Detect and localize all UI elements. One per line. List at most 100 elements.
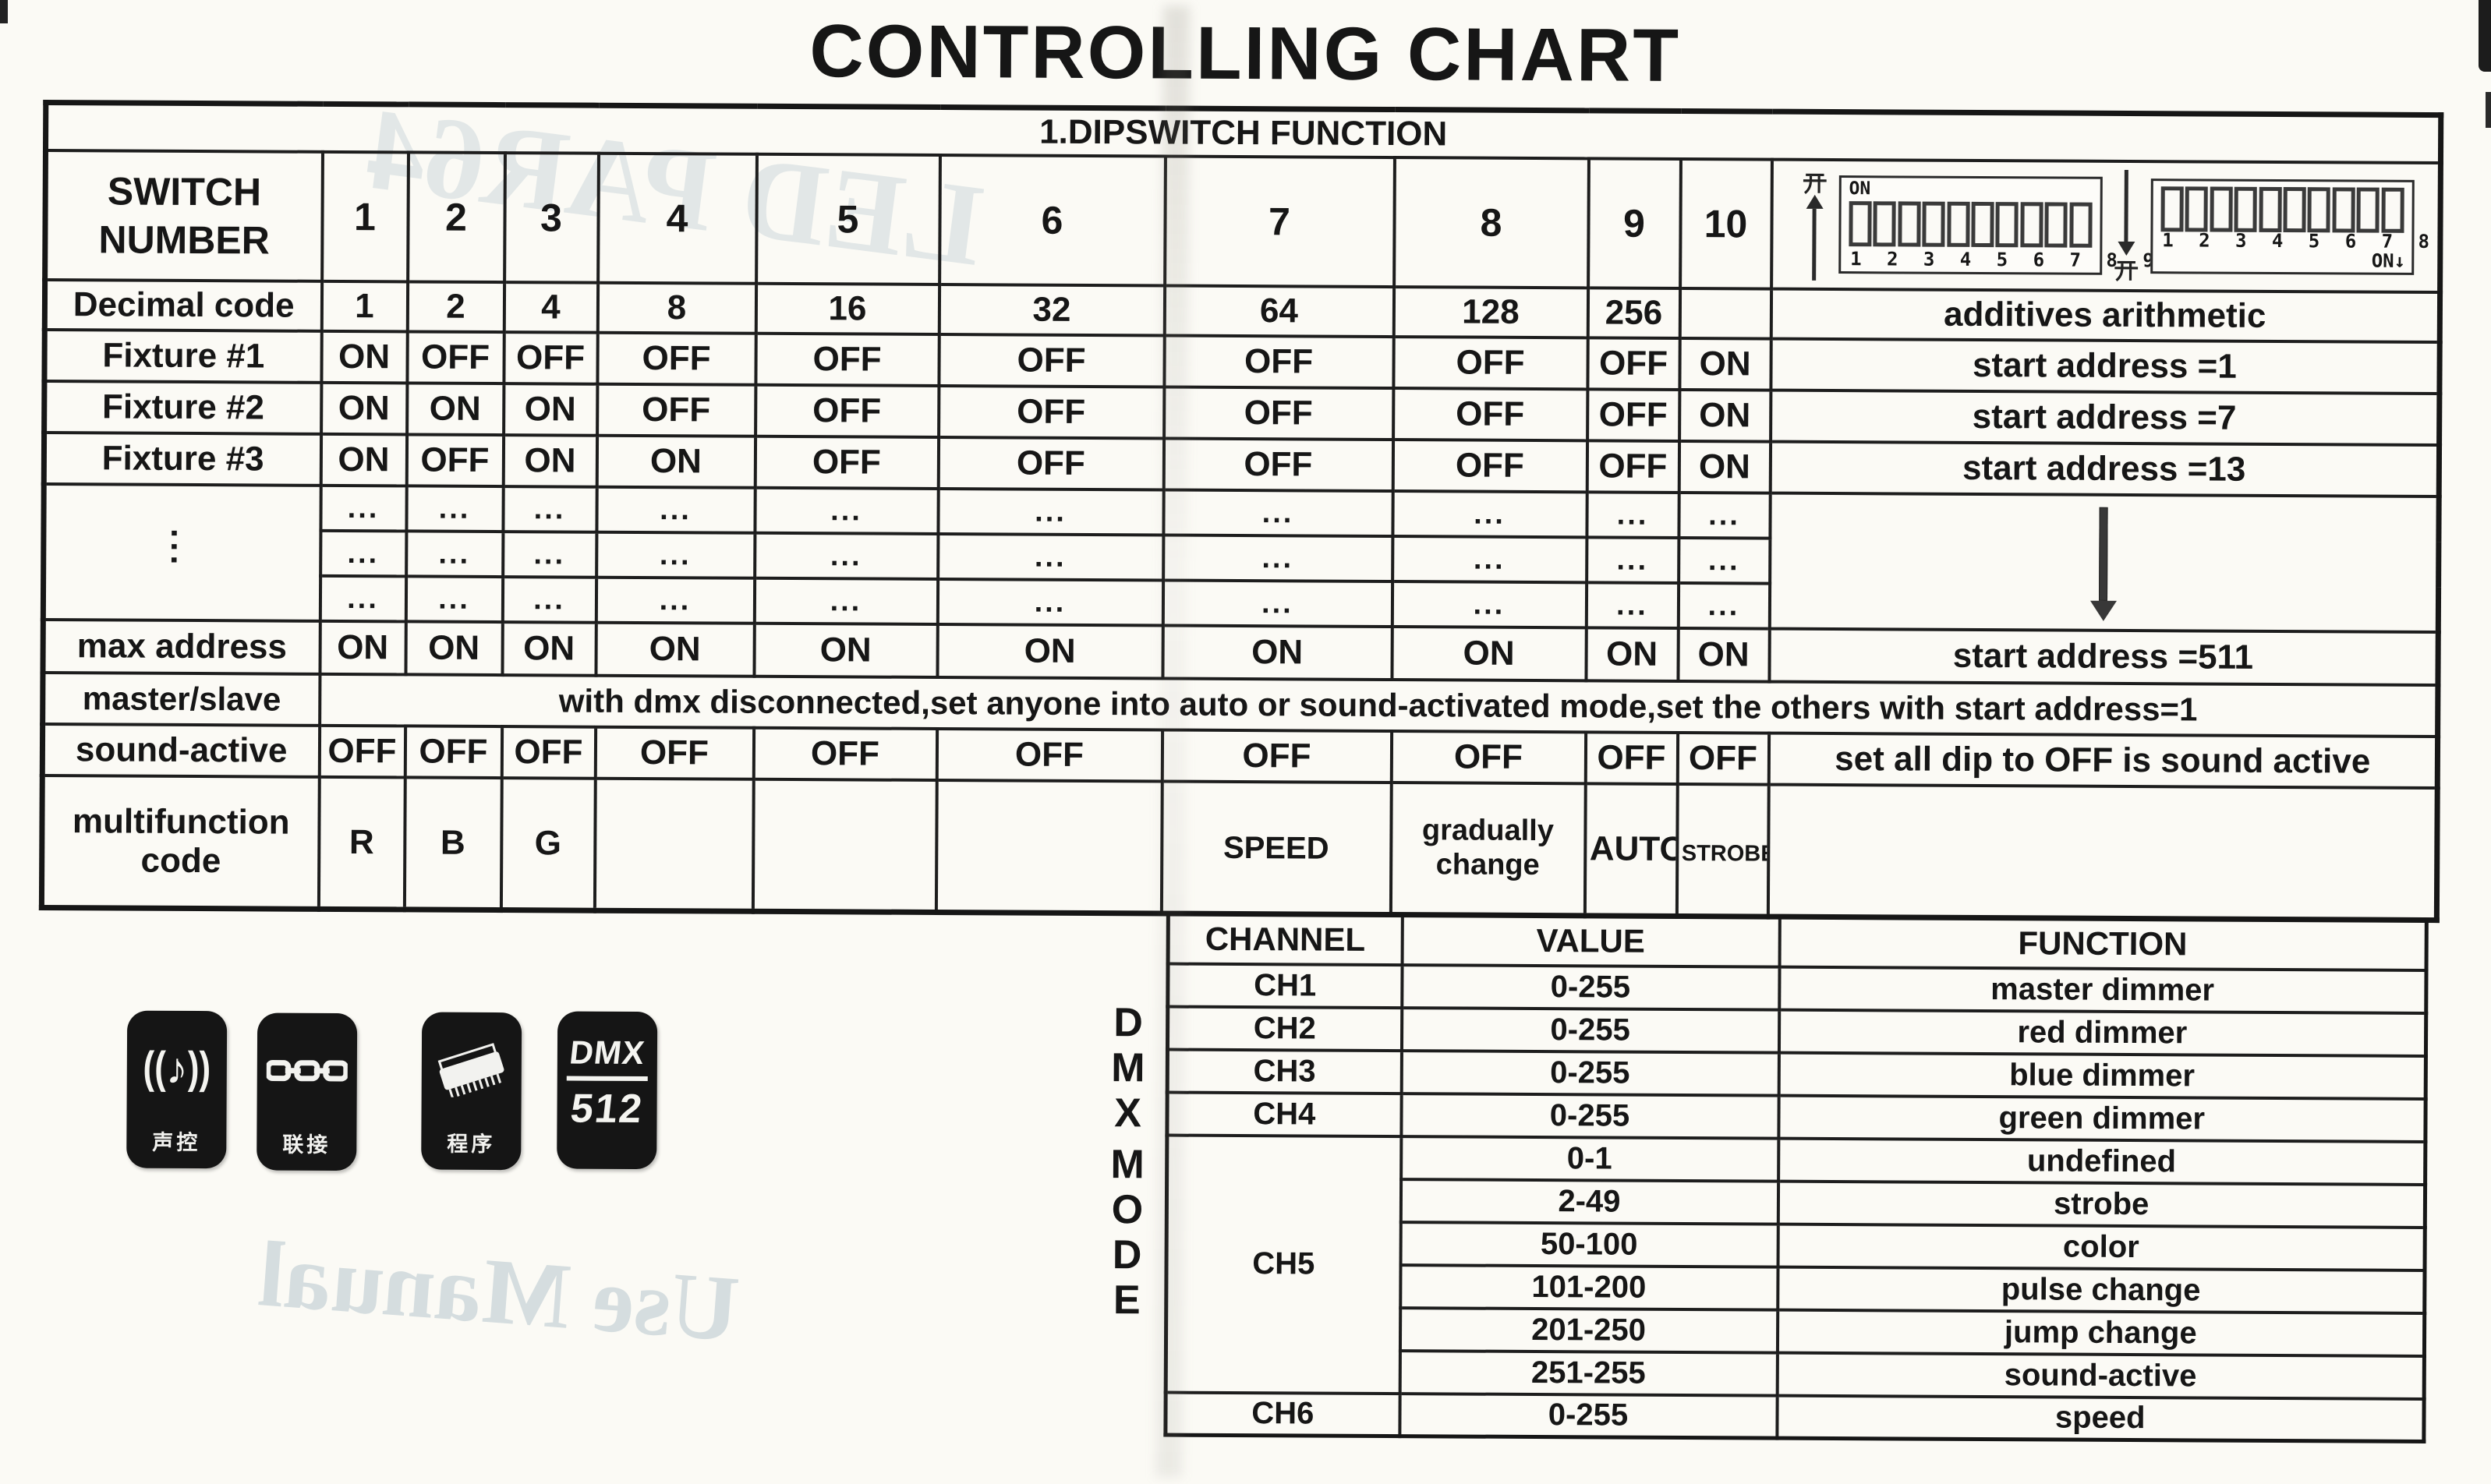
channel-header: CHANNEL (1168, 913, 1402, 965)
multifunction-speed: SPEED (1223, 831, 1329, 866)
row-note: start address =7 (1771, 390, 2440, 445)
value-cell: 0-255 (1401, 1008, 1778, 1053)
dmx512-text: DMX 512 (557, 1034, 657, 1132)
value-cell: 0-255 (1401, 1051, 1778, 1096)
switch-state-cell: OFF (1393, 337, 1587, 389)
dip-switch (2259, 187, 2281, 232)
multifunction-cell: B (404, 777, 501, 910)
channel-cell: CH5 (1166, 1135, 1401, 1394)
multifunction-cell: AUTO (1584, 783, 1677, 916)
multifunction-cell (752, 779, 936, 913)
switch-number-cell: 1 (322, 152, 409, 282)
decimal-cell: 8 (597, 283, 755, 334)
function-cell: undefined (1778, 1138, 2426, 1184)
value-cell: 251-255 (1399, 1351, 1777, 1396)
channel-cell: CH4 (1167, 1092, 1401, 1136)
switch-state-cell: ON (596, 436, 755, 488)
value-cell: 101-200 (1400, 1265, 1778, 1310)
ellipsis-cell: ... (1587, 492, 1679, 538)
switch-state-cell: ON (1392, 627, 1586, 680)
dmx-row-ch3: CH3 0-255 blue dimmer (1167, 1049, 2426, 1098)
decimal-cell: 16 (755, 284, 939, 334)
switch-state-cell: ON (596, 623, 754, 677)
chip-icon (421, 1012, 522, 1128)
decimal-cell: 1 (321, 281, 407, 332)
address-range-arrow-cell (1769, 493, 2439, 632)
switch-state-cell: OFF (755, 334, 939, 386)
dip-numbers: 1 2 3 4 5 6 7 8 910 (2162, 229, 2405, 253)
ellipsis-cell: ... (406, 486, 503, 532)
switch-state-cell: OFF (1391, 731, 1585, 783)
switch-number-cell: 10 (1680, 159, 1772, 289)
dip-switch (2381, 188, 2404, 233)
function-cell: green dimmer (1778, 1095, 2426, 1141)
switch-number-cell: 7 (1165, 157, 1395, 288)
multifunction-strobe: STROBE (1682, 841, 1769, 867)
arrow-up-icon (1806, 195, 1824, 281)
switch-state-cell: OFF (504, 332, 597, 384)
multifunction-cell (594, 779, 753, 912)
ellipsis-cell: ... (1679, 538, 1770, 584)
dmx512-icon: DMX 512 (557, 1011, 657, 1169)
dip-switch-diagram: ON 1 2 3 4 5 6 7 8 910 (1776, 167, 2435, 285)
switch-state-cell: OFF (1393, 388, 1587, 440)
ellipsis-cell: ... (938, 534, 1163, 581)
switch-number-cell: 8 (1394, 157, 1589, 288)
ellipsis-cell: ... (320, 576, 405, 622)
value-cell: 0-255 (1399, 1394, 1777, 1439)
row-note (1767, 785, 2437, 920)
switch-state-cell: OFF (755, 436, 938, 489)
row-label: master/slave (43, 673, 320, 726)
dip-switches (2160, 186, 2404, 233)
function-cell: blue dimmer (1778, 1052, 2426, 1098)
channel-cell: CH3 (1167, 1049, 1401, 1094)
decimal-cell: 256 (1587, 288, 1679, 338)
ellipsis-cell: ... (1587, 537, 1679, 583)
ellipsis-cell: ... (1586, 582, 1678, 628)
switch-state-cell: OFF (1587, 440, 1679, 493)
switch-state-cell: ON (1679, 338, 1771, 390)
dip-switch (1898, 201, 1920, 246)
switch-number-header-row: SWITCH NUMBER 1 2 3 4 5 6 7 8 9 10 (45, 150, 2441, 292)
switch-state-cell: ON (405, 621, 502, 675)
ellipsis-cell: ... (937, 579, 1162, 626)
ellipsis-cell: ... (1392, 581, 1586, 627)
switch-state-cell: OFF (597, 333, 755, 385)
row-note: set all dip to OFF is sound active (1768, 733, 2438, 788)
dip-switch (2332, 187, 2355, 232)
switch-state-cell: OFF (936, 729, 1162, 782)
scan-artifact (2486, 92, 2491, 128)
ellipsis-cell: ... (596, 532, 755, 578)
showthrough-text-bottom: Use Manual (255, 1220, 742, 1363)
switch-state-cell: ON (320, 434, 406, 486)
row-note: start address =1 (1771, 339, 2440, 394)
switch-number-cell: 5 (756, 154, 940, 284)
ellipsis-cell: ... (1392, 536, 1587, 582)
row-label: Fixture #2 (44, 381, 321, 434)
switch-state-cell: OFF (1677, 733, 1768, 785)
kai-character-icon (1802, 168, 1828, 195)
ellipsis-cell: ... (320, 531, 406, 577)
switch-state-cell: OFF (1162, 730, 1391, 783)
switch-state-cell: ON (504, 383, 597, 436)
dip-switch (1947, 202, 1969, 247)
multifunction-cell: SPEED (1161, 782, 1391, 915)
switch-state-cell: ON (1679, 441, 1770, 493)
switch-state-cell: OFF (1163, 439, 1392, 492)
icon-caption: 联接 (282, 1128, 331, 1158)
decimal-cell: 128 (1393, 287, 1587, 337)
value-cell: 0-255 (1401, 1094, 1778, 1139)
dip-switch (2020, 202, 2043, 247)
function-cell: color (1778, 1224, 2425, 1270)
ellipsis-cell: ... (596, 487, 755, 533)
dmx-header-row: CHANNEL VALUE FUNCTION (1168, 913, 2426, 970)
ellipsis-cell: ... (1163, 535, 1392, 582)
switch-number-label: SWITCH NUMBER (45, 150, 323, 281)
scan-artifact (2479, 0, 2491, 72)
dip-switch (2210, 187, 2232, 232)
dmx-channel-table: CHANNEL VALUE FUNCTION CH1 0-255 master … (1163, 912, 2429, 1443)
ellipsis-cell: ... (1392, 491, 1587, 537)
switch-number-cell: 3 (504, 153, 599, 283)
dip-switch (1971, 202, 1994, 247)
dip-numbers: 1 2 3 4 5 6 7 8 910 (1850, 248, 2093, 271)
